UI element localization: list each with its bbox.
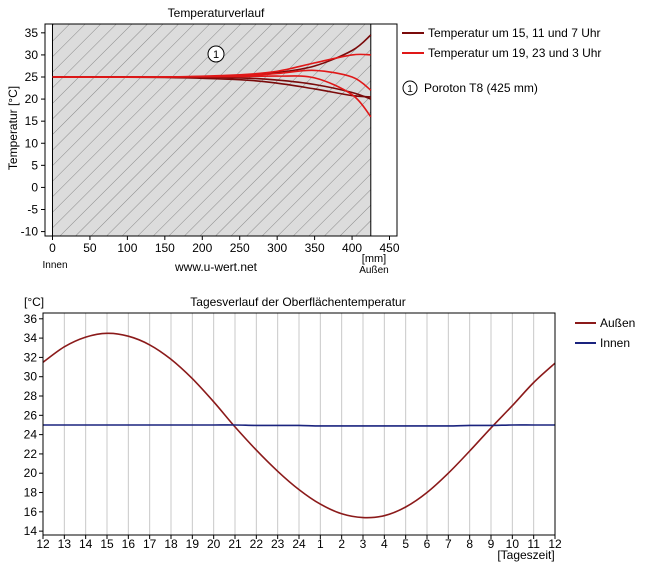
chart2-frame	[42, 312, 556, 536]
x-tick-label: 6	[424, 537, 431, 551]
y-tick-label: 36	[24, 312, 38, 326]
x-tick-label: 100	[117, 241, 137, 255]
y-tick-label: 15	[25, 114, 39, 128]
x-tick-label: 20	[207, 537, 221, 551]
x-tick-label: 12	[548, 537, 562, 551]
watermark-label: www.u-wert.net	[174, 260, 258, 274]
y-tick-label: 35	[25, 26, 39, 40]
chart1-title: Temperaturverlauf	[168, 6, 265, 20]
x-tick-label: 350	[305, 241, 325, 255]
chart2-x-axis-label: [Tageszeit]	[497, 548, 554, 562]
x-tick-label: 1	[317, 537, 324, 551]
chart2-y-unit-label: [°C]	[24, 295, 44, 309]
x-tick-label: 3	[360, 537, 367, 551]
x-tick-label: 11	[527, 537, 540, 551]
x-tick-label: 2	[338, 537, 345, 551]
chart1-y-axis-label: Temperatur [°C]	[6, 86, 20, 170]
x-tick-label: 0	[49, 241, 56, 255]
x-tick-label: 8	[466, 537, 473, 551]
x-tick-label: 22	[250, 537, 264, 551]
chart1-frame	[44, 23, 398, 237]
legend-label-series-2: Temperatur um 19, 23 und 3 Uhr	[428, 46, 601, 60]
y-tick-label: 22	[24, 447, 38, 461]
x-tick-label: 14	[79, 537, 93, 551]
y-tick-label: 30	[24, 370, 38, 384]
legend-layer-name: Poroton T8 (425 mm)	[424, 81, 538, 95]
chart1-y-ticks: 35 30 25 20 15 10 5 0 -5 -10	[21, 26, 45, 239]
x-tick-label: 300	[267, 241, 287, 255]
y-tick-label: 18	[24, 486, 38, 500]
legend-label-aussen: Außen	[600, 316, 635, 330]
x-tick-label: 15	[100, 537, 114, 551]
chart2-y-ticks: 36 34 32 30 28 26 24 22 20 18 16 14	[24, 312, 43, 538]
legend-label-series-1: Temperatur um 15, 11 und 7 Uhr	[428, 26, 601, 40]
x-tick-label: 21	[228, 537, 242, 551]
x-unit-label: [mm]	[362, 253, 386, 265]
y-tick-label: -5	[27, 203, 38, 217]
legend-layer-number: 1	[407, 84, 413, 95]
legend-label-innen: Innen	[600, 336, 630, 350]
x-tick-label: 400	[342, 241, 362, 255]
x-tick-label: 18	[164, 537, 178, 551]
outside-label: Außen	[359, 265, 388, 276]
x-tick-label: 200	[192, 241, 212, 255]
chart1-legend: Temperatur um 15, 11 und 7 Uhr Temperatu…	[402, 26, 601, 96]
inside-label: Innen	[42, 260, 67, 271]
y-tick-label: 25	[25, 70, 39, 84]
x-tick-label: 12	[36, 537, 50, 551]
y-tick-label: -10	[21, 225, 39, 239]
x-tick-label: 150	[155, 241, 175, 255]
y-tick-label: 26	[24, 408, 38, 422]
series-line-aussen	[42, 332, 556, 519]
temperature-curve-series-2-3	[52, 53, 371, 78]
layer-number-marker	[207, 45, 225, 63]
y-tick-label: 30	[25, 48, 39, 62]
y-tick-label: 20	[24, 466, 38, 480]
x-tick-label: 7	[445, 537, 452, 551]
x-tick-label: 17	[143, 537, 157, 551]
x-tick-label: 4	[381, 537, 388, 551]
y-tick-label: 10	[25, 136, 39, 150]
x-tick-label: 16	[122, 537, 136, 551]
x-tick-label: 5	[402, 537, 409, 551]
x-tick-label: 50	[83, 241, 97, 255]
layer-number-label: 1	[213, 49, 219, 61]
chart2-gridlines	[63, 313, 535, 535]
y-tick-label: 20	[25, 92, 39, 106]
y-tick-label: 16	[24, 505, 38, 519]
chart2-x-ticks: 12 13 14 15 16 17 18 19 20 21 22 23 24 1 2 3 4 5 6 7 8 9 10 11 1…	[36, 535, 562, 551]
y-tick-label: 5	[31, 158, 38, 172]
x-tick-label: 24	[292, 537, 306, 551]
y-tick-label: 14	[24, 524, 38, 538]
x-tick-label: 13	[58, 537, 72, 551]
y-tick-label: 34	[24, 331, 38, 345]
chart2-title: Tagesverlauf der Oberflächentemperatur	[190, 295, 405, 309]
legend-layer-marker	[402, 80, 418, 96]
series-line-innen	[42, 424, 555, 427]
y-tick-label: 28	[24, 389, 38, 403]
chart1-x-ticks: 0 50 100 150 200 250 300 350 400 450	[49, 236, 400, 255]
x-tick-label: 250	[230, 241, 250, 255]
y-tick-label: 0	[31, 180, 38, 194]
x-tick-label: 450	[379, 241, 399, 255]
x-tick-label: 23	[271, 537, 285, 551]
x-tick-label: 19	[186, 537, 200, 551]
y-tick-label: 32	[24, 350, 38, 364]
chart2-legend: Außen Innen	[575, 316, 635, 350]
y-tick-label: 24	[24, 428, 38, 442]
x-tick-label: 10	[506, 537, 520, 551]
chart2-series-lines	[42, 332, 556, 519]
x-tick-label: 9	[488, 537, 495, 551]
